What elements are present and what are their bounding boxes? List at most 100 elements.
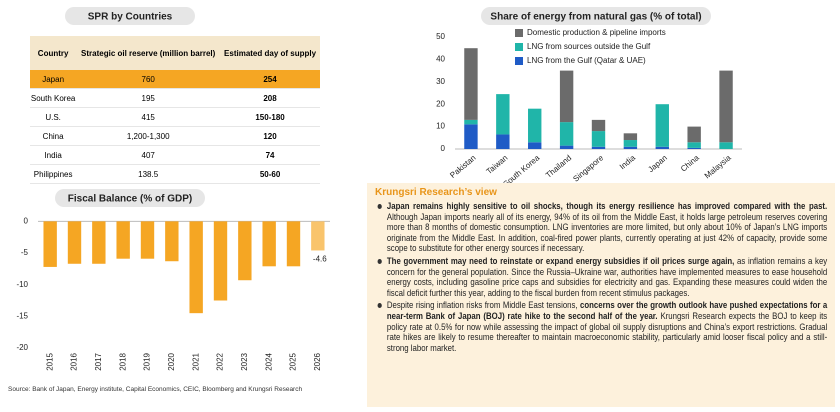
legend-label: LNG from the Gulf (Qatar & UAE): [527, 56, 646, 65]
table-cell: Philippines: [30, 164, 77, 184]
x-tick-label: 2015: [45, 352, 54, 370]
table-cell: U.S.: [30, 107, 77, 127]
bullet: Japan remains highly sensitive to oil sh…: [375, 201, 827, 254]
table-row: China 1,200-1,300 120: [30, 126, 320, 146]
bar: [43, 221, 57, 267]
table-row: Japan 760 254: [30, 70, 320, 89]
x-tick-label: Japan: [646, 153, 668, 174]
y-tick-label: 0: [441, 144, 446, 153]
bar: [238, 221, 252, 281]
x-tick-label: 2026: [313, 352, 322, 370]
table-cell: South Korea: [30, 88, 77, 108]
bar-segment: [528, 142, 542, 149]
x-tick-label: 2020: [167, 352, 176, 370]
bar: [140, 221, 155, 259]
bar: [67, 221, 82, 264]
spr-table: Country Strategic oil reserve (million ba…: [30, 36, 320, 184]
chart-title: Share of energy from natural gas (% of t…: [490, 12, 701, 23]
data-label: -4.6: [313, 255, 327, 264]
y-tick-label: 30: [436, 77, 445, 86]
bar: [116, 221, 130, 259]
bar-segment: [719, 70, 733, 143]
legend-swatch: [515, 57, 523, 65]
x-tick-label: 2022: [216, 352, 225, 370]
x-tick-label: Singapore: [571, 153, 605, 184]
title-pill: [481, 7, 711, 25]
bar: [286, 221, 301, 267]
chart-title: Fiscal Balance (% of GDP): [68, 194, 192, 205]
bar-segment: [496, 94, 510, 135]
y-tick-label: -15: [16, 311, 28, 320]
bar-segment: [559, 70, 574, 123]
bar-segment: [623, 140, 638, 147]
bar-segment: [591, 131, 606, 147]
bullet-text: Krungsri Research expects the BOJ to kee…: [386, 310, 828, 353]
table-cell: 760: [76, 70, 221, 89]
x-tick-label: China: [679, 153, 701, 174]
bar-segment: [687, 142, 701, 148]
bullet-text: as inflation remains a key concern for t…: [386, 255, 828, 298]
table-cell: Japan: [30, 70, 77, 89]
column-header: Strategic oil reserve (million barrel): [76, 36, 221, 70]
y-tick-label: 20: [436, 99, 445, 108]
table-cell: 120: [220, 126, 320, 146]
bar: [262, 221, 276, 267]
bullet: The government may need to reinstate or …: [375, 256, 827, 298]
legend-label: LNG from sources outside the Gulf: [527, 42, 651, 51]
legend-label: Domestic production & pipeline imports: [527, 28, 666, 37]
view-panel: Krungsri Research’s view Japan remains h…: [367, 183, 835, 407]
y-tick-label: 0: [24, 216, 29, 225]
bar-segment: [464, 48, 478, 120]
bar-segment: [623, 133, 638, 141]
x-tick-label: 2016: [70, 352, 79, 370]
table-row: South Korea 195 208: [30, 88, 320, 108]
title-pill: [65, 7, 195, 25]
bar-segment: [528, 108, 542, 143]
table-cell: India: [30, 145, 77, 165]
bar: [165, 221, 179, 262]
y-tick-label: -20: [16, 343, 28, 352]
x-tick-label: Pakistan: [448, 153, 477, 180]
y-tick-label: -10: [16, 280, 28, 289]
column-header: Estimated day of supply: [220, 36, 320, 70]
x-tick-label: 2019: [143, 352, 152, 370]
bullet-text: The government may need to reinstate or …: [386, 255, 735, 266]
bar-segment: [496, 134, 510, 149]
bar-segment: [687, 147, 701, 149]
x-tick-label: 2021: [191, 352, 200, 370]
view-title: Krungsri Research’s view: [375, 187, 497, 198]
x-tick-label: Taiwan: [485, 153, 510, 176]
x-tick-label: Thailand: [544, 153, 573, 180]
table-row: India 407 74: [30, 145, 320, 165]
x-tick-label: India: [618, 153, 637, 171]
table-cell: 415: [76, 107, 221, 127]
x-tick-label: 2018: [118, 352, 127, 370]
table-cell: 50-60: [220, 164, 320, 184]
table-cell: 138.5: [76, 164, 221, 184]
table-cell: 74: [220, 145, 320, 165]
bar-segment: [655, 146, 669, 149]
bar-segment: [623, 146, 638, 149]
bar-segment: [464, 124, 478, 149]
table-cell: 150-180: [220, 107, 320, 127]
bar-segment: [687, 126, 701, 143]
table-cell: 208: [220, 88, 320, 108]
bar: [311, 221, 325, 251]
bar-segment: [591, 146, 606, 149]
x-tick-label: 2023: [240, 352, 249, 370]
table-cell: 1,200-1,300: [76, 126, 221, 146]
table-cell: China: [30, 126, 77, 146]
bullet: Despite rising inflation risks from Midd…: [375, 300, 827, 353]
y-tick-label: -5: [21, 248, 29, 257]
bullet-text: Although Japan imports nearly all of its…: [386, 211, 828, 254]
bar-segment: [559, 122, 574, 146]
source: Source: Bank of Japan, Energy institute,…: [8, 386, 303, 393]
table-cell: 407: [76, 145, 221, 165]
table-cell: 195: [76, 88, 221, 108]
bar-segment: [719, 142, 733, 149]
y-tick-label: 40: [436, 55, 445, 64]
table-row: Philippines 138.5 50-60: [30, 164, 320, 184]
bar-segment: [655, 104, 669, 147]
x-tick-label: 2017: [94, 352, 103, 370]
